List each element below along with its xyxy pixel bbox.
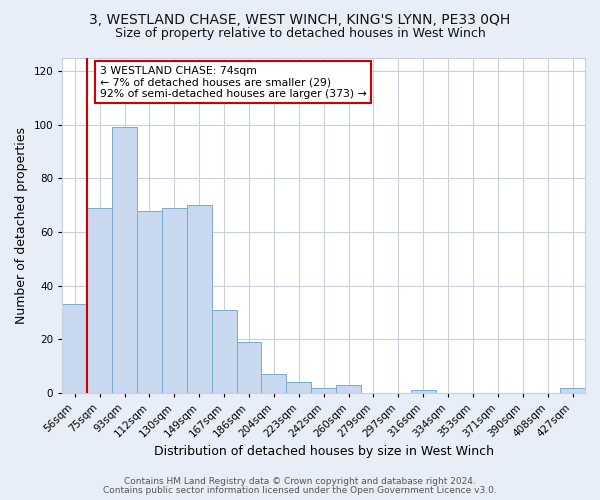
Text: Size of property relative to detached houses in West Winch: Size of property relative to detached ho… (115, 28, 485, 40)
Bar (162, 208, 187, 393)
Bar (262, 374, 286, 393)
Bar (112, 128, 137, 393)
Bar (62, 304, 87, 393)
Bar (137, 210, 162, 393)
Bar (187, 205, 212, 393)
Bar (311, 388, 336, 393)
Text: Contains HM Land Registry data © Crown copyright and database right 2024.: Contains HM Land Registry data © Crown c… (124, 477, 476, 486)
Bar (87, 208, 112, 393)
Text: Contains public sector information licensed under the Open Government Licence v3: Contains public sector information licen… (103, 486, 497, 495)
Bar (212, 310, 236, 393)
Text: 3 WESTLAND CHASE: 74sqm
← 7% of detached houses are smaller (29)
92% of semi-det: 3 WESTLAND CHASE: 74sqm ← 7% of detached… (100, 66, 367, 99)
Bar (411, 390, 436, 393)
Bar (286, 382, 311, 393)
Bar (336, 385, 361, 393)
Y-axis label: Number of detached properties: Number of detached properties (15, 127, 28, 324)
Text: 3, WESTLAND CHASE, WEST WINCH, KING'S LYNN, PE33 0QH: 3, WESTLAND CHASE, WEST WINCH, KING'S LY… (89, 12, 511, 26)
Bar (236, 342, 262, 393)
Bar (560, 388, 585, 393)
X-axis label: Distribution of detached houses by size in West Winch: Distribution of detached houses by size … (154, 444, 494, 458)
